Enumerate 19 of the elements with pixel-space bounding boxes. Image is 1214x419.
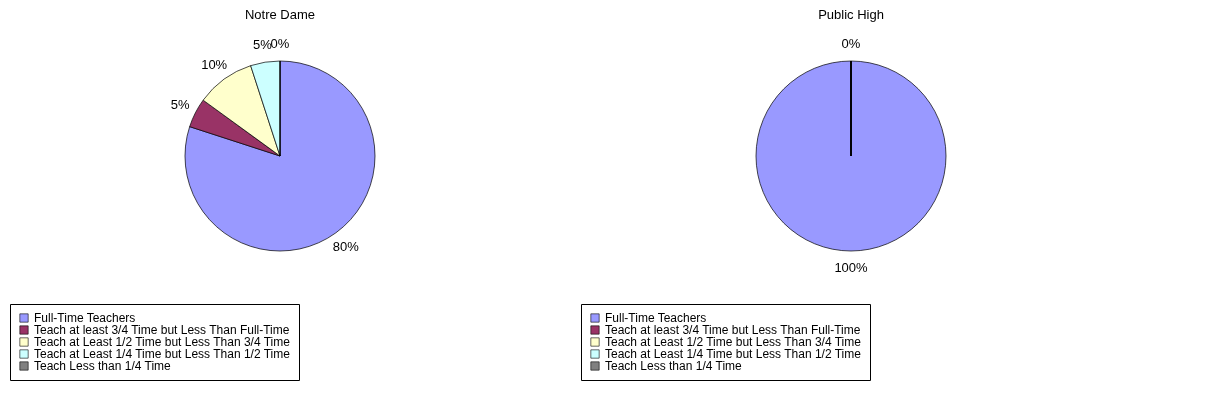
legend-label: Teach Less than 1/4 Time [605,359,743,373]
data-label: 5% [170,97,191,113]
data-label: 10% [201,57,228,73]
legend-label: Teach at Least 1/2 Time but Less Than 3/4 Time [605,335,862,349]
chart-title: Public High [818,7,884,22]
data-label: 100% [834,260,869,275]
legend-label: Full-Time Teachers [34,311,136,325]
legend-label: Full-Time Teachers [605,311,707,325]
chart-title: Notre Dame [244,7,316,22]
data-label: 80% [332,238,360,254]
data-label: 5% [253,37,273,53]
text: 0% [841,36,861,51]
legend-label: Teach at Least 1/4 Time but Less Than 1/2 Time [34,347,291,361]
legend-label: Teach at least 3/4 Time but Less Than Full-Time [34,323,290,337]
text: 0% [270,36,290,51]
legend-label: Teach at Least 1/4 Time but Less Than 1/2 Time [605,347,862,361]
legend-label: Teach at least 3/4 Time but Less Than Full-Time [605,323,861,337]
legend-label: Teach at Least 1/2 Time but Less Than 3/4 Time [34,335,291,349]
legend-label: Teach Less than 1/4 Time [34,359,172,373]
